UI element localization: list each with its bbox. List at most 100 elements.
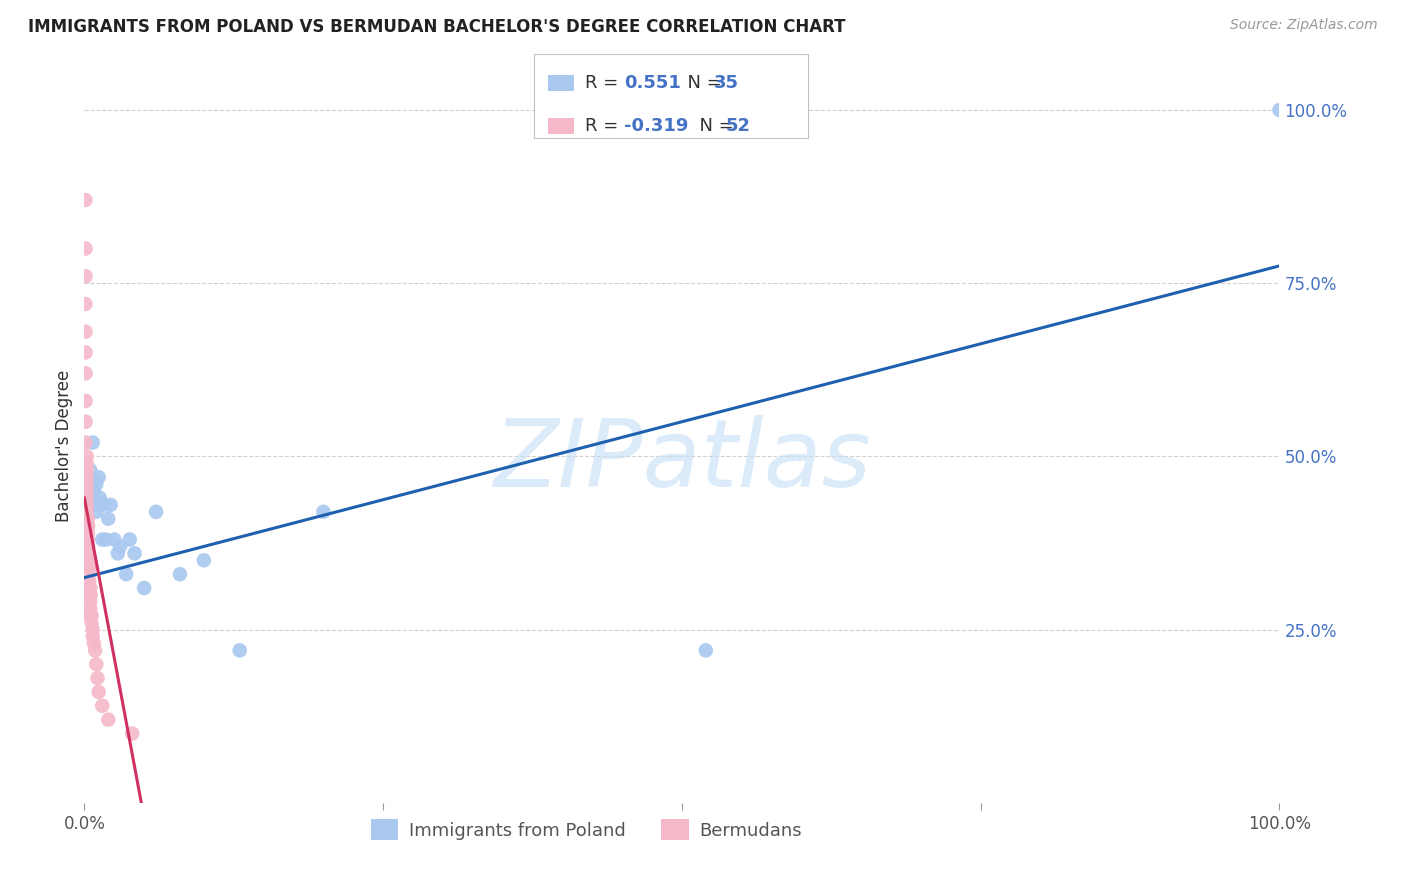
Point bbox=[79, 602, 101, 616]
Point bbox=[77, 567, 100, 582]
Text: IMMIGRANTS FROM POLAND VS BERMUDAN BACHELOR'S DEGREE CORRELATION CHART: IMMIGRANTS FROM POLAND VS BERMUDAN BACHE… bbox=[28, 18, 845, 36]
Point bbox=[82, 491, 104, 505]
Point bbox=[75, 435, 97, 450]
Point bbox=[132, 581, 156, 595]
Point bbox=[695, 643, 717, 657]
Point bbox=[76, 498, 98, 512]
Point bbox=[80, 615, 103, 630]
Point bbox=[75, 325, 97, 339]
Text: 35: 35 bbox=[714, 74, 740, 92]
Point bbox=[79, 588, 101, 602]
Point bbox=[79, 477, 101, 491]
Point bbox=[77, 553, 100, 567]
Text: ZIPatlas: ZIPatlas bbox=[494, 415, 870, 506]
Point bbox=[83, 636, 105, 650]
Point bbox=[77, 553, 100, 567]
Point bbox=[77, 581, 100, 595]
Point bbox=[87, 470, 110, 484]
Point bbox=[76, 477, 98, 491]
Point bbox=[86, 505, 108, 519]
Point bbox=[75, 394, 97, 409]
Point bbox=[145, 505, 167, 519]
Point bbox=[76, 456, 98, 470]
Point bbox=[91, 698, 114, 713]
Point bbox=[75, 242, 97, 256]
Point bbox=[75, 345, 97, 359]
Point bbox=[121, 726, 143, 740]
Text: 52: 52 bbox=[725, 117, 751, 135]
Point bbox=[84, 643, 107, 657]
Point bbox=[77, 574, 100, 588]
Point bbox=[77, 491, 100, 505]
Point bbox=[107, 546, 129, 560]
Point bbox=[83, 483, 105, 498]
Point bbox=[118, 533, 141, 547]
Point bbox=[91, 533, 114, 547]
Text: 0.551: 0.551 bbox=[624, 74, 681, 92]
Point bbox=[100, 498, 122, 512]
Point bbox=[77, 525, 100, 540]
Text: R =: R = bbox=[585, 117, 624, 135]
Point bbox=[75, 269, 97, 284]
Legend: Immigrants from Poland, Bermudans: Immigrants from Poland, Bermudans bbox=[363, 812, 810, 847]
Point bbox=[87, 685, 110, 699]
Point bbox=[115, 567, 138, 582]
Point bbox=[80, 498, 103, 512]
Point bbox=[110, 540, 132, 554]
Point bbox=[193, 553, 215, 567]
Point bbox=[94, 533, 117, 547]
Text: N =: N = bbox=[688, 117, 740, 135]
Point bbox=[76, 483, 98, 498]
Point bbox=[80, 608, 103, 623]
Point bbox=[1268, 103, 1291, 117]
Point bbox=[76, 463, 98, 477]
Point bbox=[97, 713, 120, 727]
Point bbox=[77, 560, 100, 574]
Point bbox=[76, 477, 98, 491]
Point bbox=[89, 491, 111, 505]
Point bbox=[77, 560, 100, 574]
Point bbox=[75, 415, 97, 429]
Point bbox=[312, 505, 335, 519]
Point bbox=[76, 450, 98, 464]
Point bbox=[76, 505, 98, 519]
Y-axis label: Bachelor's Degree: Bachelor's Degree bbox=[55, 370, 73, 522]
Point bbox=[86, 671, 108, 685]
Point bbox=[103, 533, 125, 547]
Point bbox=[79, 595, 101, 609]
Point bbox=[79, 491, 101, 505]
Point bbox=[76, 491, 98, 505]
Point bbox=[169, 567, 191, 582]
Point bbox=[124, 546, 146, 560]
Point bbox=[77, 518, 100, 533]
Point bbox=[79, 463, 101, 477]
Point bbox=[82, 435, 104, 450]
Point bbox=[97, 512, 120, 526]
Point bbox=[82, 630, 104, 644]
Point bbox=[75, 297, 97, 311]
Point bbox=[86, 477, 108, 491]
Point bbox=[75, 366, 97, 380]
Point bbox=[77, 546, 100, 560]
Point bbox=[229, 643, 252, 657]
Point bbox=[79, 608, 101, 623]
Point bbox=[93, 498, 115, 512]
Text: -0.319: -0.319 bbox=[624, 117, 689, 135]
Point bbox=[75, 193, 97, 207]
Point bbox=[82, 623, 104, 637]
Point bbox=[77, 540, 100, 554]
Point bbox=[86, 657, 108, 672]
Point bbox=[77, 483, 100, 498]
Point bbox=[77, 512, 100, 526]
Text: Source: ZipAtlas.com: Source: ZipAtlas.com bbox=[1230, 18, 1378, 32]
Point bbox=[76, 470, 98, 484]
Point bbox=[77, 533, 100, 547]
Point bbox=[77, 518, 100, 533]
Point bbox=[79, 581, 101, 595]
Text: R =: R = bbox=[585, 74, 624, 92]
Point bbox=[77, 470, 100, 484]
Point bbox=[76, 512, 98, 526]
Text: N =: N = bbox=[676, 74, 728, 92]
Point bbox=[84, 498, 107, 512]
Point bbox=[79, 588, 101, 602]
